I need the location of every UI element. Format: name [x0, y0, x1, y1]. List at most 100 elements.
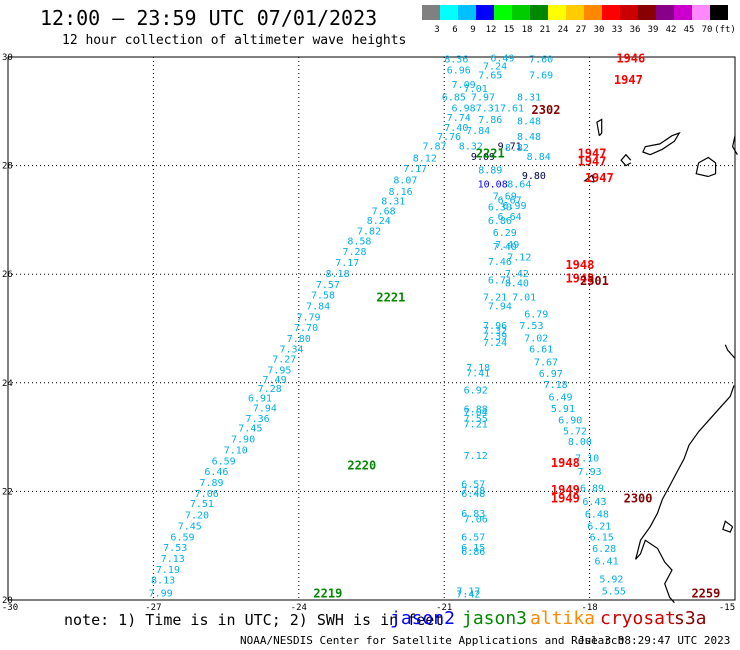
wave-height-label: 6.97	[539, 369, 563, 380]
legend-label: 36	[630, 25, 641, 35]
wave-height-label: 5.55	[602, 587, 626, 598]
wave-height-label: 7.96	[483, 321, 507, 332]
wave-height-label: 6.48	[585, 509, 609, 520]
x-tick-label: -15	[719, 603, 735, 613]
legend-swatch	[692, 5, 710, 20]
wave-height-label: 6.29	[493, 228, 517, 239]
wave-height-label: 8.13	[151, 576, 175, 587]
x-tick-label: -18	[581, 603, 597, 613]
legend-swatch	[584, 5, 602, 20]
wave-height-label: 10.08	[478, 179, 508, 190]
y-tick-label: 24	[2, 379, 13, 389]
wave-height-label: 8.64	[507, 179, 531, 190]
wave-height-label: 6.61	[529, 344, 553, 355]
legend-altika: altika	[530, 608, 596, 629]
wave-height-label: 5.72	[563, 426, 587, 437]
wave-height-label: 7.46	[488, 257, 512, 268]
wave-height-label: 7.17	[456, 587, 480, 598]
legend-swatch	[458, 5, 476, 20]
wave-height-label: 8.40	[505, 279, 529, 290]
wave-height-label: 8.31	[517, 92, 541, 103]
wave-height-label: 5.92	[599, 575, 623, 586]
wave-height-label: 7.13	[161, 554, 185, 565]
wave-height-label: 7.67	[534, 357, 558, 368]
y-tick-label: 20	[2, 596, 13, 606]
wave-height-label: 8.58	[347, 236, 371, 247]
wave-height-label: 6.30	[488, 203, 512, 214]
wave-height-label: 7.40	[493, 242, 517, 253]
wave-height-label: 8.89	[478, 166, 502, 177]
wave-height-label: 6.64	[498, 212, 522, 223]
y-tick-label: 30	[2, 53, 13, 63]
wave-height-label: 7.76	[437, 132, 461, 143]
wave-height-label: 7.17	[403, 164, 427, 175]
track-time-label: 1948	[565, 258, 594, 272]
wave-height-label: 7.10	[575, 454, 599, 465]
wave-height-label: 7.90	[231, 435, 255, 446]
wave-height-label: 8.48	[517, 132, 541, 143]
wave-height-label: 7.20	[185, 511, 209, 522]
legend-label: 12	[486, 25, 497, 35]
wave-height-label: 7.89	[200, 478, 224, 489]
footer-credit: NOAA/NESDIS Center for Satellite Applica…	[240, 634, 625, 647]
wave-height-label: 6.99	[502, 201, 526, 212]
wave-height-label: 7.02	[524, 334, 548, 345]
legend-swatch	[638, 5, 656, 20]
wave-height-label: 7.04	[464, 407, 488, 418]
wave-height-label: 8.07	[393, 176, 417, 187]
legend-swatch	[440, 5, 458, 20]
wave-height-label: 7.12	[507, 253, 531, 264]
legend-label: 33	[612, 25, 623, 35]
legend-swatch	[602, 5, 620, 20]
wave-height-label: 7.42	[505, 269, 529, 280]
wave-height-label: 7.01	[512, 292, 536, 303]
legend-label: (ft)	[714, 25, 736, 35]
wave-height-label: 6.71	[488, 275, 512, 286]
wave-height-label: 7.87	[422, 141, 446, 152]
wave-height-label: 9.71	[498, 141, 522, 152]
track-time-label: 1946	[616, 51, 645, 65]
wave-height-label: 7.21	[464, 419, 488, 430]
wave-height-label: 7.65	[478, 71, 502, 82]
wave-height-label: 7.24	[483, 338, 507, 349]
map-frame	[7, 56, 736, 601]
wave-height-label: 6.79	[524, 310, 548, 321]
wave-height-label: 7.94	[253, 404, 277, 415]
legend-label: 6	[452, 25, 457, 35]
wave-height-label: 7.09	[452, 80, 476, 91]
legend-swatch	[548, 5, 566, 20]
color-legend: 3 6 9 12 15 18 21 24 27 30 33 36 39 42 45 70 (ft)	[422, 5, 736, 35]
track-time-label: 1947	[578, 155, 607, 169]
wave-height-label: 7.41	[466, 368, 490, 379]
wave-height-label: 6.67	[498, 196, 522, 207]
wave-height-label: 6.59	[170, 532, 194, 543]
track-time-label: 2219	[313, 586, 342, 600]
wave-height-label: 7.97	[471, 92, 495, 103]
island-fuerteventura	[731, 135, 738, 156]
legend-swatch	[674, 5, 692, 20]
wave-height-label: 7.06	[195, 489, 219, 500]
island-la-palma	[596, 118, 603, 137]
wave-height-label: 8.48	[517, 116, 541, 127]
wave-height-label: 7.49	[263, 375, 287, 386]
map-subtitle: 12 hour collection of altimeter wave hei…	[62, 33, 407, 48]
wave-height-label: 6.15	[590, 532, 614, 543]
wave-height-label: 7.69	[529, 71, 553, 82]
wave-height-label: 6.96	[447, 65, 471, 76]
wave-height-label: 6.21	[587, 521, 611, 532]
wave-height-label: 6.28	[592, 544, 616, 555]
legend-swatch	[656, 5, 674, 20]
legend-jason3: jason3	[462, 608, 528, 629]
wave-height-label: 7.93	[578, 467, 602, 478]
wave-height-label: 7.69	[493, 191, 517, 202]
legend-label: 21	[540, 25, 551, 35]
wave-height-label: 6.92	[464, 386, 488, 397]
wave-height-label: 7.84	[306, 301, 330, 312]
legend-label: 27	[576, 25, 587, 35]
track-time-label: 2302	[532, 103, 561, 117]
x-tick-label: -30	[2, 603, 18, 613]
wave-height-label: 7.24	[483, 61, 507, 72]
y-tick-label: 26	[2, 270, 13, 280]
wave-height-label: 7.53	[163, 543, 187, 554]
wave-height-label: 7.27	[272, 355, 296, 366]
